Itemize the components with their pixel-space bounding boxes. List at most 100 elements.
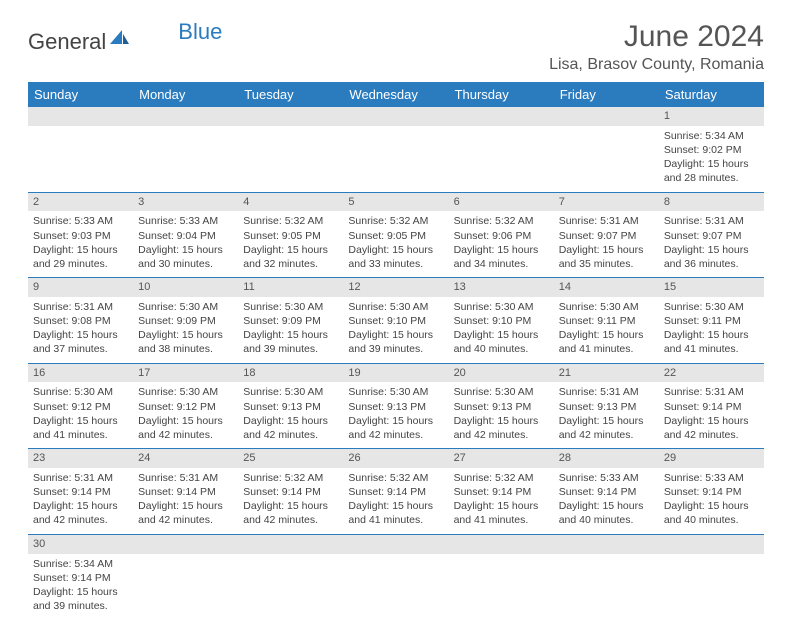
calendar-cell: 20Sunrise: 5:30 AMSunset: 9:13 PMDayligh… (449, 363, 554, 449)
sunrise-text: Sunrise: 5:34 AM (33, 557, 128, 571)
daylight-text: Daylight: 15 hours and 28 minutes. (664, 157, 759, 185)
sunrise-text: Sunrise: 5:33 AM (559, 471, 654, 485)
calendar-row: 2Sunrise: 5:33 AMSunset: 9:03 PMDaylight… (28, 192, 764, 278)
daylight-text: Daylight: 15 hours and 42 minutes. (243, 414, 338, 442)
sunrise-text: Sunrise: 5:30 AM (454, 300, 549, 314)
day-content (343, 126, 448, 184)
sunrise-text: Sunrise: 5:31 AM (138, 471, 233, 485)
day-number: 6 (449, 193, 554, 212)
logo: General Blue (28, 26, 222, 58)
sunset-text: Sunset: 9:13 PM (348, 400, 443, 414)
sunset-text: Sunset: 9:13 PM (454, 400, 549, 414)
calendar-cell: 29Sunrise: 5:33 AMSunset: 9:14 PMDayligh… (659, 449, 764, 535)
day-number: 18 (238, 364, 343, 383)
day-content: Sunrise: 5:31 AMSunset: 9:14 PMDaylight:… (659, 382, 764, 448)
calendar-cell: 11Sunrise: 5:30 AMSunset: 9:09 PMDayligh… (238, 278, 343, 364)
day-content (133, 126, 238, 184)
weekday-header: Wednesday (343, 82, 448, 107)
calendar-cell: 23Sunrise: 5:31 AMSunset: 9:14 PMDayligh… (28, 449, 133, 535)
day-content: Sunrise: 5:30 AMSunset: 9:09 PMDaylight:… (238, 297, 343, 363)
day-number (28, 107, 133, 126)
day-content: Sunrise: 5:32 AMSunset: 9:14 PMDaylight:… (449, 468, 554, 534)
daylight-text: Daylight: 15 hours and 36 minutes. (664, 243, 759, 271)
calendar-cell (28, 107, 133, 192)
sunset-text: Sunset: 9:06 PM (454, 229, 549, 243)
sunrise-text: Sunrise: 5:32 AM (243, 214, 338, 228)
day-number: 5 (343, 193, 448, 212)
day-number: 24 (133, 449, 238, 468)
day-number: 21 (554, 364, 659, 383)
sunrise-text: Sunrise: 5:32 AM (454, 214, 549, 228)
sunrise-text: Sunrise: 5:31 AM (33, 471, 128, 485)
day-content: Sunrise: 5:33 AMSunset: 9:14 PMDaylight:… (554, 468, 659, 534)
day-number (449, 107, 554, 126)
sunset-text: Sunset: 9:14 PM (243, 485, 338, 499)
weekday-header: Sunday (28, 82, 133, 107)
day-number (343, 535, 448, 554)
day-number: 14 (554, 278, 659, 297)
sunset-text: Sunset: 9:09 PM (243, 314, 338, 328)
sunrise-text: Sunrise: 5:32 AM (454, 471, 549, 485)
sunset-text: Sunset: 9:14 PM (33, 485, 128, 499)
sunrise-text: Sunrise: 5:30 AM (664, 300, 759, 314)
calendar-cell: 6Sunrise: 5:32 AMSunset: 9:06 PMDaylight… (449, 192, 554, 278)
daylight-text: Daylight: 15 hours and 41 minutes. (348, 499, 443, 527)
sunrise-text: Sunrise: 5:30 AM (33, 385, 128, 399)
sunset-text: Sunset: 9:14 PM (138, 485, 233, 499)
sunset-text: Sunset: 9:13 PM (243, 400, 338, 414)
day-content: Sunrise: 5:31 AMSunset: 9:14 PMDaylight:… (28, 468, 133, 534)
calendar-cell: 17Sunrise: 5:30 AMSunset: 9:12 PMDayligh… (133, 363, 238, 449)
daylight-text: Daylight: 15 hours and 39 minutes. (243, 328, 338, 356)
calendar-cell: 22Sunrise: 5:31 AMSunset: 9:14 PMDayligh… (659, 363, 764, 449)
sunrise-text: Sunrise: 5:30 AM (348, 385, 443, 399)
daylight-text: Daylight: 15 hours and 42 minutes. (559, 414, 654, 442)
day-number: 17 (133, 364, 238, 383)
daylight-text: Daylight: 15 hours and 39 minutes. (33, 585, 128, 613)
calendar-table: Sunday Monday Tuesday Wednesday Thursday… (28, 82, 764, 619)
day-content: Sunrise: 5:32 AMSunset: 9:14 PMDaylight:… (343, 468, 448, 534)
day-number: 2 (28, 193, 133, 212)
calendar-cell: 12Sunrise: 5:30 AMSunset: 9:10 PMDayligh… (343, 278, 448, 364)
sunset-text: Sunset: 9:02 PM (664, 143, 759, 157)
day-number (554, 535, 659, 554)
day-content: Sunrise: 5:33 AMSunset: 9:03 PMDaylight:… (28, 211, 133, 277)
daylight-text: Daylight: 15 hours and 42 minutes. (138, 499, 233, 527)
day-content: Sunrise: 5:30 AMSunset: 9:09 PMDaylight:… (133, 297, 238, 363)
calendar-cell: 10Sunrise: 5:30 AMSunset: 9:09 PMDayligh… (133, 278, 238, 364)
day-number: 20 (449, 364, 554, 383)
daylight-text: Daylight: 15 hours and 42 minutes. (454, 414, 549, 442)
calendar-cell: 26Sunrise: 5:32 AMSunset: 9:14 PMDayligh… (343, 449, 448, 535)
calendar-cell (659, 534, 764, 619)
weekday-header: Monday (133, 82, 238, 107)
sunset-text: Sunset: 9:13 PM (559, 400, 654, 414)
day-number: 4 (238, 193, 343, 212)
day-content (554, 126, 659, 184)
calendar-cell (449, 107, 554, 192)
day-content: Sunrise: 5:30 AMSunset: 9:12 PMDaylight:… (133, 382, 238, 448)
sunset-text: Sunset: 9:10 PM (454, 314, 549, 328)
sunset-text: Sunset: 9:14 PM (348, 485, 443, 499)
daylight-text: Daylight: 15 hours and 41 minutes. (559, 328, 654, 356)
sunrise-text: Sunrise: 5:30 AM (348, 300, 443, 314)
day-content: Sunrise: 5:30 AMSunset: 9:13 PMDaylight:… (343, 382, 448, 448)
day-number: 19 (343, 364, 448, 383)
calendar-cell (554, 534, 659, 619)
logo-text-2: Blue (178, 19, 222, 45)
sunrise-text: Sunrise: 5:30 AM (138, 300, 233, 314)
weekday-header: Thursday (449, 82, 554, 107)
sunrise-text: Sunrise: 5:31 AM (33, 300, 128, 314)
day-number: 15 (659, 278, 764, 297)
day-content: Sunrise: 5:33 AMSunset: 9:04 PMDaylight:… (133, 211, 238, 277)
calendar-cell: 14Sunrise: 5:30 AMSunset: 9:11 PMDayligh… (554, 278, 659, 364)
sunrise-text: Sunrise: 5:30 AM (243, 385, 338, 399)
calendar-row: 16Sunrise: 5:30 AMSunset: 9:12 PMDayligh… (28, 363, 764, 449)
day-number: 16 (28, 364, 133, 383)
sunset-text: Sunset: 9:14 PM (664, 400, 759, 414)
calendar-cell (449, 534, 554, 619)
sunrise-text: Sunrise: 5:30 AM (559, 300, 654, 314)
daylight-text: Daylight: 15 hours and 40 minutes. (559, 499, 654, 527)
weekday-header: Tuesday (238, 82, 343, 107)
calendar-cell (343, 107, 448, 192)
daylight-text: Daylight: 15 hours and 35 minutes. (559, 243, 654, 271)
day-content: Sunrise: 5:31 AMSunset: 9:07 PMDaylight:… (554, 211, 659, 277)
